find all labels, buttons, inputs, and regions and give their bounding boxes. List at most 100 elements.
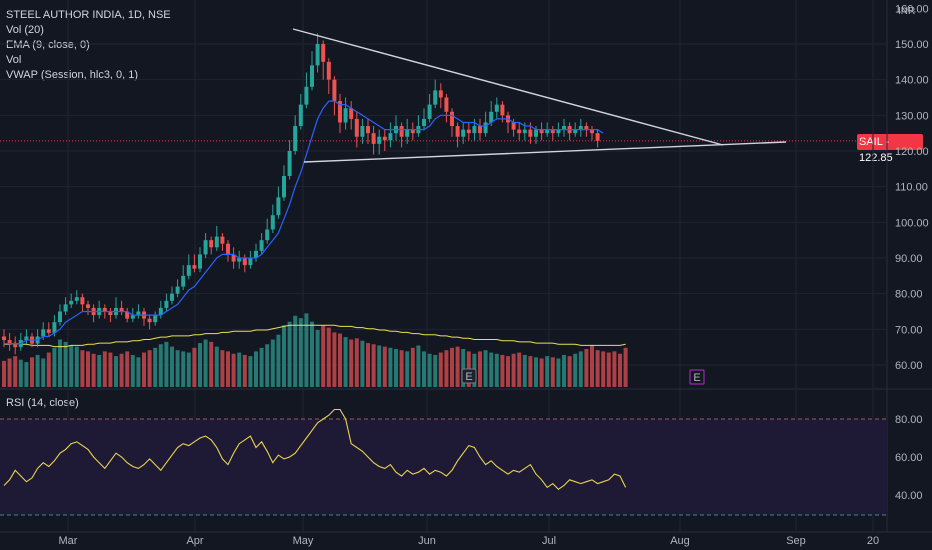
rsi-tick-label: 80.00 xyxy=(895,414,923,426)
candle-body xyxy=(332,79,337,102)
price-tick-label: 90.00 xyxy=(895,253,923,265)
legend-indicator-vol[interactable]: Vol xyxy=(6,54,22,66)
volume-bar xyxy=(601,351,606,387)
ema-path xyxy=(4,100,604,345)
volume-bar xyxy=(349,339,354,387)
volume-bar xyxy=(522,354,527,387)
volume-bar xyxy=(500,354,505,387)
candle-body xyxy=(489,111,494,123)
volume-bar xyxy=(63,341,68,387)
candle-body xyxy=(175,286,180,294)
volume-bar xyxy=(427,353,432,387)
legend-indicator-vol20[interactable]: Vol (20) xyxy=(6,24,44,36)
volume-bar xyxy=(52,347,57,387)
candle-body xyxy=(237,258,242,262)
rsi-tick-label: 60.00 xyxy=(895,452,923,464)
volume-bar xyxy=(394,349,398,387)
volume-bar xyxy=(13,356,18,387)
volume-bar xyxy=(125,351,130,387)
candle-body xyxy=(46,329,51,333)
volume-bar xyxy=(371,344,376,387)
legend-indicator-ema[interactable]: EMA (9, close, 0) xyxy=(6,39,90,51)
candle-body xyxy=(422,118,426,127)
volume-bar xyxy=(562,354,566,387)
candle-body xyxy=(399,126,404,137)
volume-bar xyxy=(237,352,242,387)
candle-body xyxy=(315,44,320,66)
volume-bar xyxy=(438,352,443,387)
time-tick-label: Mar xyxy=(59,535,78,547)
candle-body xyxy=(242,258,247,266)
candle-body xyxy=(254,250,258,258)
price-axis: 150.00 140.00 130.00 120.00 110.00 100.00 90.0… xyxy=(895,3,929,502)
price-tick-label: 70.00 xyxy=(895,324,923,336)
volume-bar xyxy=(343,337,348,387)
candle-body xyxy=(102,307,107,312)
candle-body xyxy=(321,44,326,62)
rsi-legend[interactable]: RSI (14, close) xyxy=(6,397,79,409)
candle-body xyxy=(41,329,46,337)
legend-indicator-vwap[interactable]: VWAP (Session, hlc3, 0, 1) xyxy=(6,69,139,81)
price-tick-label: 80.00 xyxy=(895,289,923,301)
candle-body xyxy=(472,126,477,134)
volume-bar xyxy=(164,341,169,387)
volume-bar xyxy=(494,353,499,387)
volume-bar xyxy=(254,351,258,387)
candle-body xyxy=(461,129,466,137)
candle-body xyxy=(58,311,62,323)
candle-body xyxy=(63,304,68,312)
volume-bar xyxy=(270,339,275,387)
volume-bar xyxy=(265,344,270,387)
price-tick-label: 150.00 xyxy=(895,39,929,51)
time-tick-label: 20 xyxy=(867,535,879,547)
volume-bar xyxy=(584,349,589,387)
candle-body xyxy=(349,108,354,119)
volume-bar xyxy=(422,351,426,387)
candle-body xyxy=(511,122,516,130)
candle-body xyxy=(293,126,298,151)
earnings-marker-box xyxy=(461,368,477,384)
rsi-tick-label: 40.00 xyxy=(895,490,923,502)
volume-bars xyxy=(2,313,628,387)
price-tick-label: 130.00 xyxy=(895,110,929,122)
price-tick-label: 140.00 xyxy=(895,75,929,87)
time-tick-label: Aug xyxy=(670,535,690,547)
volume-bar xyxy=(304,313,309,387)
volume-bar xyxy=(489,352,494,387)
volume-bar xyxy=(226,351,230,387)
rsi-band xyxy=(0,419,887,515)
candle-body xyxy=(147,318,152,323)
candle-body xyxy=(52,322,57,333)
trendline-lower xyxy=(303,141,787,163)
volume-bar xyxy=(18,359,23,387)
volume-bar xyxy=(80,350,85,387)
time-tick-label: May xyxy=(293,535,314,547)
ema-line xyxy=(4,100,604,345)
candle-body xyxy=(125,311,130,319)
volume-bar xyxy=(567,356,572,387)
candle-body xyxy=(209,240,214,248)
volume-bar xyxy=(326,327,331,387)
candle-body xyxy=(276,197,281,216)
candle-body xyxy=(371,133,376,144)
candle-body xyxy=(2,336,6,341)
volume-bar xyxy=(550,357,555,387)
candle-body xyxy=(164,300,169,308)
volume-bar xyxy=(382,346,387,387)
rsi-panel xyxy=(0,408,887,516)
volume-bar xyxy=(455,346,460,387)
volume-bar xyxy=(321,325,326,387)
volume-bar xyxy=(377,345,382,387)
earnings-marker-label: E xyxy=(465,371,472,383)
volume-bar xyxy=(478,351,482,387)
volume-bar xyxy=(153,347,158,387)
candle-body xyxy=(7,340,12,344)
volume-bar xyxy=(158,344,163,387)
candle-body xyxy=(545,129,550,134)
volume-bar xyxy=(573,353,578,387)
time-tick-label: Jun xyxy=(418,535,436,547)
volume-bar xyxy=(623,347,628,387)
candle-body xyxy=(539,129,544,134)
